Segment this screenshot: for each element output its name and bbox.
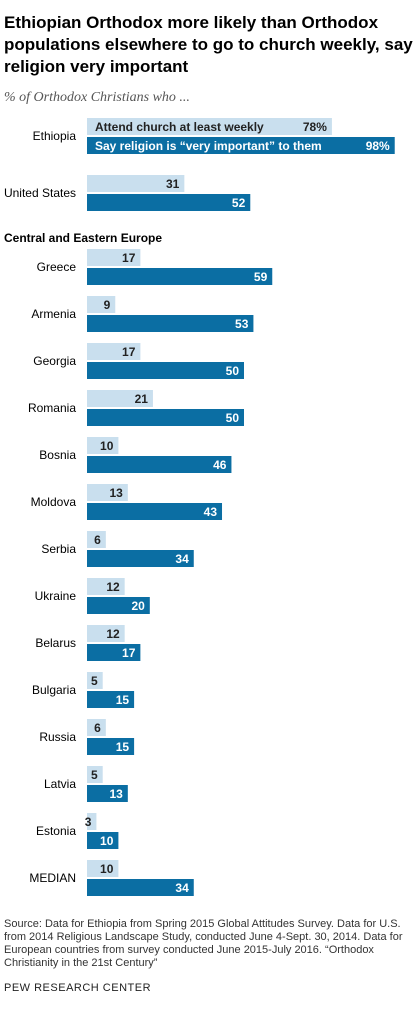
value-label-very-important: 34 (175, 552, 189, 566)
value-label-very-important: 50 (226, 411, 240, 425)
value-label-very-important: 43 (204, 505, 218, 519)
bar-very-important-ethiopia (87, 137, 395, 154)
bar-weekly-belarus (87, 625, 125, 642)
bar-very-important-estonia (87, 832, 119, 849)
category-label: Greece (37, 260, 77, 274)
pew-credit: PEW RESEARCH CENTER (4, 982, 152, 994)
source-note: Source: Data for Ethiopia from Spring 20… (4, 918, 403, 969)
category-label: Latvia (44, 777, 76, 791)
value-label-weekly: 17 (122, 251, 136, 265)
value-label-very-important: 10 (100, 834, 114, 848)
bar-very-important-russia (87, 738, 135, 755)
bar-weekly-bulgaria (87, 672, 103, 689)
value-label-very-important: 13 (109, 787, 123, 801)
bar-very-important-united-states (87, 194, 251, 211)
bar-weekly-serbia (87, 531, 106, 548)
section-label: Central and Eastern Europe (4, 231, 162, 245)
bar-very-important-latvia (87, 785, 128, 802)
category-label: United States (4, 186, 76, 200)
bar-very-important-median (87, 879, 194, 896)
category-label: Serbia (41, 542, 76, 556)
bar-weekly-moldova (87, 484, 128, 501)
bar-weekly-russia (87, 719, 106, 736)
value-label-very-important: 17 (122, 646, 136, 660)
value-label-weekly: 9 (104, 298, 111, 312)
value-label-weekly: 6 (94, 533, 101, 547)
bar-weekly-greece (87, 249, 141, 266)
value-label-very-important: 15 (116, 693, 130, 707)
series-label-very-important: Say religion is “very important” to them (95, 139, 322, 153)
category-label: Romania (28, 401, 76, 415)
bar-weekly-romania (87, 390, 153, 407)
category-label: Armenia (31, 307, 76, 321)
bar-very-important-georgia (87, 362, 244, 379)
value-label-very-important: 20 (131, 599, 145, 613)
value-label-weekly: 6 (94, 721, 101, 735)
bar-weekly-latvia (87, 766, 103, 783)
bar-weekly-united-states (87, 175, 185, 192)
value-label-very-important: 98% (366, 139, 390, 153)
bar-very-important-bulgaria (87, 691, 135, 708)
category-label: Ukraine (35, 589, 77, 603)
bar-chart: 78% 98% Attend church at least weekly Say r… (4, 118, 395, 896)
bar-weekly-ethiopia (87, 118, 332, 135)
value-label-very-important: 59 (254, 270, 268, 284)
value-label-weekly: 5 (91, 768, 98, 782)
value-label-weekly: 5 (91, 674, 98, 688)
series-label-weekly: Attend church at least weekly (95, 120, 264, 134)
bar-weekly-median (87, 860, 119, 877)
value-label-weekly: 78% (303, 120, 327, 134)
bar-weekly-ukraine (87, 578, 125, 595)
value-label-weekly: 3 (85, 815, 92, 829)
value-label-weekly: 12 (106, 580, 120, 594)
category-label: MEDIAN (29, 871, 76, 885)
bar-very-important-armenia (87, 315, 254, 332)
value-label-very-important: 50 (226, 364, 240, 378)
bar-very-important-greece (87, 268, 273, 285)
bar-very-important-ukraine (87, 597, 150, 614)
value-label-very-important: 46 (213, 458, 227, 472)
category-label: Moldova (31, 495, 77, 509)
category-label: Belarus (35, 636, 76, 650)
value-label-weekly: 31 (166, 177, 180, 191)
category-label: Georgia (33, 354, 76, 368)
value-label-very-important: 34 (175, 881, 189, 895)
category-label: Bulgaria (32, 683, 76, 697)
bar-weekly-bosnia (87, 437, 119, 454)
category-label: Estonia (36, 824, 76, 838)
value-label-very-important: 52 (232, 196, 246, 210)
value-label-weekly: 13 (109, 486, 123, 500)
value-label-very-important: 53 (235, 317, 249, 331)
bar-very-important-bosnia (87, 456, 232, 473)
category-label: Russia (39, 730, 76, 744)
value-label-weekly: 10 (100, 439, 114, 453)
bar-weekly-armenia (87, 296, 116, 313)
value-label-weekly: 17 (122, 345, 136, 359)
category-label: Bosnia (39, 448, 76, 462)
bar-very-important-moldova (87, 503, 223, 520)
value-label-very-important: 15 (116, 740, 130, 754)
chart-subtitle: % of Orthodox Christians who ... (4, 90, 190, 105)
chart-title: Ethiopian Orthodox more likely than Orth… (4, 13, 413, 76)
value-label-weekly: 10 (100, 862, 114, 876)
value-label-weekly: 12 (106, 627, 120, 641)
bar-very-important-belarus (87, 644, 141, 661)
bar-very-important-romania (87, 409, 244, 426)
value-label-weekly: 21 (135, 392, 149, 406)
bar-weekly-estonia (87, 813, 97, 830)
category-label: Ethiopia (33, 129, 77, 143)
bar-weekly-georgia (87, 343, 141, 360)
bar-very-important-serbia (87, 550, 194, 567)
